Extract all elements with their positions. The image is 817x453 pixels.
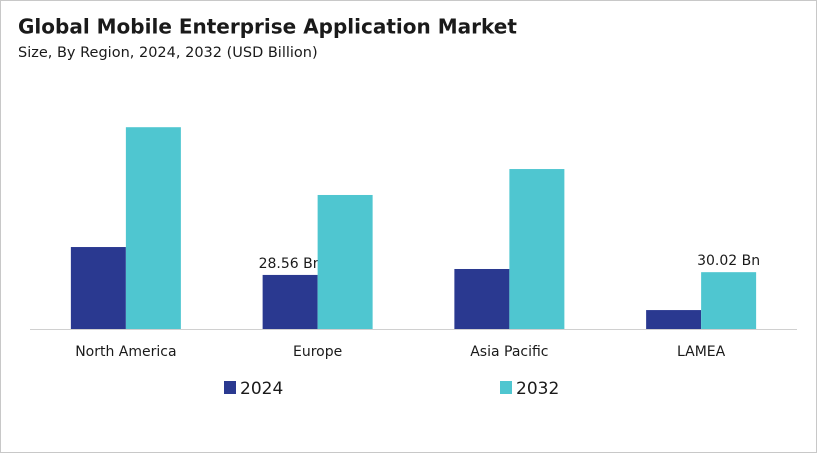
x-tick-label: North America: [75, 344, 176, 360]
x-tick-label: Asia Pacific: [470, 344, 548, 360]
x-tick-label: LAMEA: [677, 344, 726, 360]
bar: [454, 268, 510, 329]
bar: [646, 310, 702, 329]
bar: [125, 127, 181, 329]
legend-label: 2024: [240, 379, 283, 399]
legend-swatch: [500, 381, 512, 394]
bar: [317, 194, 373, 329]
bar: [701, 272, 757, 329]
legend-swatch: [224, 381, 236, 394]
bar: [70, 247, 126, 329]
value-label: 28.56 Bn: [259, 256, 322, 272]
legend-label: 2032: [516, 379, 559, 399]
chart-subtitle: Size, By Region, 2024, 2032 (USD Billion…: [18, 45, 318, 61]
x-tick-label: Europe: [293, 344, 342, 360]
bar: [509, 169, 565, 329]
bar: [262, 274, 318, 329]
value-label: 30.02 Bn: [697, 253, 760, 269]
chart-title: Global Mobile Enterprise Application Mar…: [18, 15, 517, 39]
